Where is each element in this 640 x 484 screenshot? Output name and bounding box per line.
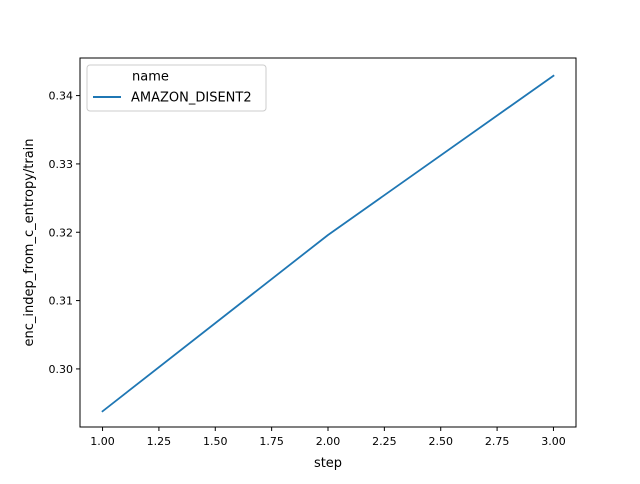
x-tick-label: 2.50 [428,435,453,448]
y-axis-ticks: 0.30 0.31 0.32 0.33 0.34 [49,90,80,376]
x-axis-label: step [314,456,342,471]
y-tick-label: 0.32 [49,226,74,239]
y-tick-label: 0.30 [49,363,74,376]
x-tick-label: 1.50 [203,435,228,448]
legend-series-label: AMAZON_DISENT2 [131,91,252,106]
legend-box [86,64,267,112]
y-tick-label: 0.33 [49,158,74,171]
x-axis-ticks: 1.00 1.25 1.50 1.75 2.00 2.25 2.50 2.75 3.00 [90,427,566,448]
x-tick-label: 1.25 [147,435,172,448]
x-tick-label: 2.00 [316,435,341,448]
y-axis-label: enc_indep_from_c_entropy/train [22,138,37,346]
x-tick-label: 3.00 [541,435,566,448]
x-tick-label: 1.00 [90,435,115,448]
x-tick-label: 2.25 [372,435,397,448]
x-tick-label: 1.75 [259,435,284,448]
series-line [101,74,555,413]
legend: name AMAZON_DISENT2 [86,64,267,112]
y-tick-label: 0.31 [49,295,74,308]
x-tick-label: 2.75 [485,435,510,448]
legend-title: name [132,70,169,85]
plot-lines-layer [101,74,555,413]
y-tick-label: 0.34 [49,90,74,103]
